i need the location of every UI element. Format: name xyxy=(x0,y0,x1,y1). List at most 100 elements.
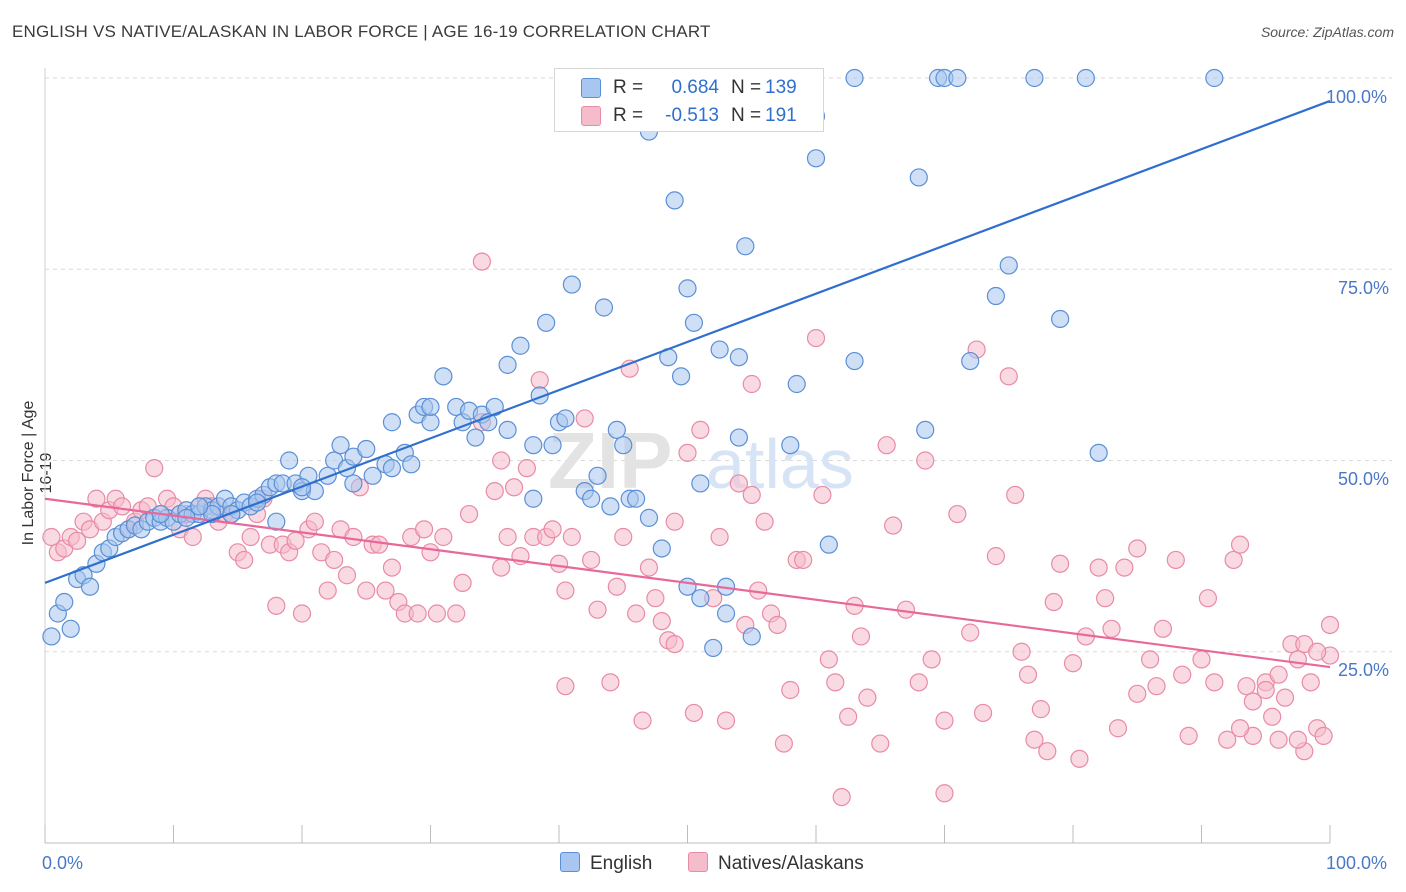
native-point xyxy=(710,527,729,547)
native-point xyxy=(858,688,877,707)
native-point xyxy=(1314,726,1333,746)
native-point xyxy=(485,482,504,501)
english-point xyxy=(704,638,723,658)
english-point xyxy=(280,451,299,470)
english-point xyxy=(331,436,350,455)
bottom-legend-native[interactable]: Natives/Alaskans xyxy=(688,852,864,875)
native-point xyxy=(665,512,684,531)
english-point xyxy=(543,436,562,455)
native-point xyxy=(305,512,324,531)
native-point xyxy=(877,436,896,455)
native-point xyxy=(1006,485,1025,505)
native-point xyxy=(633,711,652,730)
native-point xyxy=(382,558,402,577)
english-point xyxy=(485,397,504,417)
english-point xyxy=(684,313,704,332)
english-point xyxy=(614,436,633,455)
english-point xyxy=(781,436,800,455)
native-point xyxy=(691,420,710,439)
native-point xyxy=(1025,730,1044,749)
english-point xyxy=(601,497,620,516)
native-point xyxy=(318,581,337,600)
native-point xyxy=(492,451,511,470)
y-tick-100: 100.0% xyxy=(1326,87,1388,107)
native-point xyxy=(1263,707,1282,726)
native-point xyxy=(755,512,774,531)
english-point xyxy=(190,497,209,516)
english-point xyxy=(736,237,755,256)
native-point xyxy=(183,527,202,547)
legend-n-label: N = xyxy=(731,105,762,126)
native-point xyxy=(1237,677,1256,696)
native-point xyxy=(1018,665,1038,684)
native-point xyxy=(684,703,704,723)
native-points xyxy=(42,252,1340,807)
native-point xyxy=(871,734,890,753)
native-point xyxy=(1108,719,1128,738)
native-point xyxy=(556,581,575,600)
native-point xyxy=(774,734,793,753)
y-tick-75: 75.0% xyxy=(1338,278,1390,298)
native-point xyxy=(427,604,447,623)
native-point xyxy=(453,573,472,593)
native-point xyxy=(768,615,787,635)
legend-r-label: R = xyxy=(613,77,644,98)
native-point xyxy=(1051,554,1070,573)
native-point xyxy=(1308,642,1327,661)
native-point xyxy=(414,520,434,539)
native-point xyxy=(292,604,312,623)
english-point xyxy=(845,68,864,88)
native-point xyxy=(794,550,813,570)
native-legend-label: Natives/Alaskans xyxy=(718,853,864,874)
native-n-value: 191 xyxy=(765,105,797,126)
english-point xyxy=(652,539,671,558)
english-point xyxy=(498,420,517,439)
english-point xyxy=(607,420,626,439)
english-point xyxy=(524,489,543,508)
english-point xyxy=(1051,309,1070,329)
native-point xyxy=(1288,730,1307,749)
english-legend-label: English xyxy=(590,853,653,874)
english-point xyxy=(691,474,710,493)
native-point xyxy=(1288,650,1307,669)
english-point xyxy=(537,313,556,332)
english-point xyxy=(582,489,601,508)
native-point xyxy=(1320,615,1340,635)
native-point xyxy=(235,550,254,570)
english-point xyxy=(1089,443,1108,462)
native-point xyxy=(614,527,633,547)
native-point xyxy=(839,707,858,726)
native-point xyxy=(112,497,132,516)
native-point xyxy=(1096,589,1115,608)
native-point xyxy=(543,520,562,539)
native-point xyxy=(1128,684,1147,703)
english-point xyxy=(55,592,74,612)
english-point xyxy=(511,336,530,355)
english-point xyxy=(524,436,543,455)
legend-r-label: R = xyxy=(613,105,644,126)
english-point xyxy=(716,604,736,623)
english-point xyxy=(787,374,806,394)
native-point xyxy=(781,680,800,700)
native-point xyxy=(652,612,671,631)
native-point xyxy=(582,550,601,570)
english-point xyxy=(80,577,100,596)
english-swatch xyxy=(581,78,601,98)
chart-title: ENGLISH VS NATIVE/ALASKAN IN LABOR FORCE… xyxy=(12,22,711,41)
native-point xyxy=(806,329,826,348)
native-point xyxy=(1198,589,1218,608)
english-point xyxy=(382,459,402,478)
native-point xyxy=(1031,700,1050,719)
source-label: Source: ZipAtlas.com xyxy=(1260,24,1394,40)
english-n-value: 139 xyxy=(765,77,797,98)
english-point xyxy=(594,298,614,317)
english-point xyxy=(742,627,761,646)
english-point xyxy=(562,275,581,294)
bottom-legend-english[interactable]: English xyxy=(560,852,652,875)
native-point xyxy=(916,451,935,470)
native-point xyxy=(588,600,607,619)
english-point xyxy=(948,68,967,88)
english-point xyxy=(1076,68,1095,88)
english-point xyxy=(1205,68,1224,88)
native-point xyxy=(447,604,466,623)
